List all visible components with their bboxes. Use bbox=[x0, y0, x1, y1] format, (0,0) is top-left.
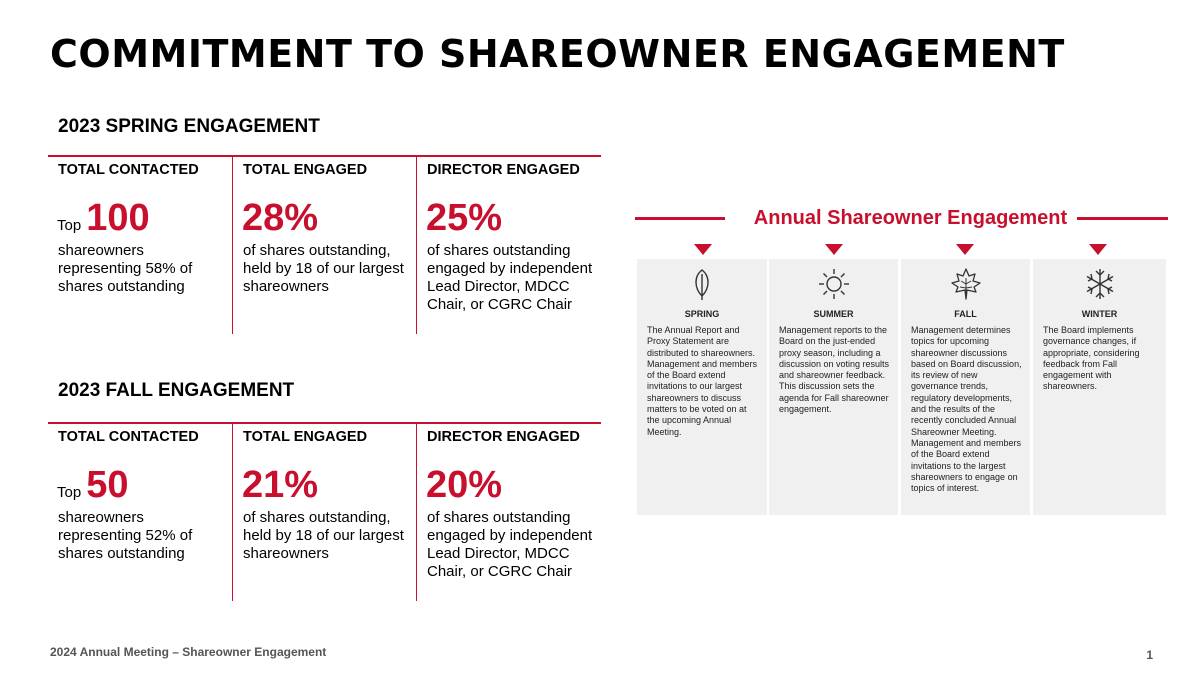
sun-icon bbox=[818, 269, 849, 299]
stat-value: Top 50 bbox=[57, 463, 128, 515]
annual-engagement-title: Annual Shareowner Engagement bbox=[753, 207, 1068, 229]
season-card-winter: WINTER The Board implements governance c… bbox=[1033, 259, 1166, 515]
page-number: 1 bbox=[1146, 648, 1153, 662]
footer-text: 2024 Annual Meeting – Shareowner Engagem… bbox=[50, 645, 327, 659]
season-card-fall: FALL Management determines topics for up… bbox=[901, 259, 1030, 515]
leaf-icon bbox=[695, 269, 709, 300]
season-name: SUMMER bbox=[813, 309, 854, 319]
stat-number: 21% bbox=[242, 464, 319, 506]
stat-value: Top 100 bbox=[57, 196, 150, 248]
spring-total-contacted: TOTAL CONTACTED Top 100 shareowners repre… bbox=[48, 157, 232, 334]
title-rule-left bbox=[635, 217, 725, 220]
column-header: TOTAL ENGAGED bbox=[243, 429, 368, 445]
down-arrow-icon bbox=[825, 244, 843, 255]
fall-stats-table: TOTAL CONTACTED Top 50 shareowners repres… bbox=[48, 422, 601, 601]
stat-description: of shares outstanding, held by 18 of our… bbox=[243, 242, 404, 295]
stat-description: shareowners representing 52% of shares o… bbox=[58, 509, 193, 562]
fall-heading: 2023 FALL ENGAGEMENT bbox=[58, 380, 295, 401]
season-name: FALL bbox=[954, 309, 977, 319]
season-description: The Annual Report and Proxy Statement ar… bbox=[647, 325, 758, 437]
stat-description: of shares outstanding engaged by indepen… bbox=[427, 509, 593, 580]
spring-director-engaged: DIRECTOR ENGAGED 25% of shares outstandi… bbox=[416, 157, 601, 334]
spring-stats-table: TOTAL CONTACTED Top 100 shareowners repre… bbox=[48, 155, 601, 334]
spring-total-engaged: TOTAL ENGAGED 28% of shares outstanding,… bbox=[232, 157, 416, 334]
stat-prefix: Top bbox=[57, 217, 82, 234]
stat-description: of shares outstanding, held by 18 of our… bbox=[243, 509, 404, 562]
stat-number: 50 bbox=[86, 464, 129, 506]
spring-heading: 2023 SPRING ENGAGEMENT bbox=[58, 116, 320, 137]
column-header: TOTAL CONTACTED bbox=[58, 429, 199, 445]
down-arrow-icon bbox=[694, 244, 712, 255]
stat-number: 20% bbox=[426, 464, 503, 506]
fall-total-engaged: TOTAL ENGAGED 21% of shares outstanding,… bbox=[232, 424, 416, 601]
column-header: TOTAL CONTACTED bbox=[58, 162, 199, 178]
stat-prefix: Top bbox=[57, 484, 82, 501]
column-header: TOTAL ENGAGED bbox=[243, 162, 368, 178]
stat-number: 25% bbox=[426, 197, 503, 239]
title-rule-right bbox=[1077, 217, 1168, 220]
season-name: WINTER bbox=[1081, 309, 1118, 319]
season-name: SPRING bbox=[684, 309, 720, 319]
page-title: COMMITMENT TO SHAREOWNER ENGAGEMENT bbox=[50, 32, 1065, 76]
stat-description: shareowners representing 58% of shares o… bbox=[58, 242, 193, 295]
down-arrow-icon bbox=[1089, 244, 1107, 255]
column-header: DIRECTOR ENGAGED bbox=[427, 429, 580, 445]
fall-total-contacted: TOTAL CONTACTED Top 50 shareowners repres… bbox=[48, 424, 232, 601]
season-card-spring: SPRING The Annual Report and Proxy State… bbox=[637, 259, 767, 515]
season-description: Management determines topics for upcomin… bbox=[911, 325, 1022, 494]
stat-number: 100 bbox=[86, 197, 150, 239]
stat-description: of shares outstanding engaged by indepen… bbox=[427, 242, 593, 313]
fall-director-engaged: DIRECTOR ENGAGED 20% of shares outstandi… bbox=[416, 424, 601, 601]
snowflake-icon bbox=[1086, 269, 1113, 299]
maple-leaf-icon bbox=[950, 268, 981, 300]
season-description: Management reports to the Board on the j… bbox=[779, 325, 890, 415]
down-arrow-icon bbox=[956, 244, 974, 255]
season-description: The Board implements governance changes,… bbox=[1043, 325, 1140, 392]
stat-number: 28% bbox=[242, 197, 319, 239]
season-card-summer: SUMMER Management reports to the Board o… bbox=[769, 259, 898, 515]
column-header: DIRECTOR ENGAGED bbox=[427, 162, 580, 178]
